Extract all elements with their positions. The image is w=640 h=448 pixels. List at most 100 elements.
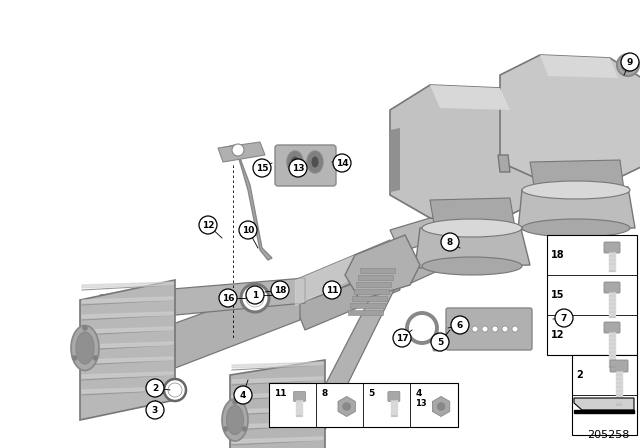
Polygon shape [232,392,323,398]
Text: 15: 15 [551,290,564,300]
Bar [352,296,387,301]
Polygon shape [82,327,173,333]
Text: 16: 16 [221,293,234,302]
Polygon shape [232,362,323,368]
Ellipse shape [242,426,247,431]
Polygon shape [390,85,540,220]
Ellipse shape [422,257,522,275]
Polygon shape [391,401,397,417]
Polygon shape [616,371,622,405]
Bar [350,303,385,308]
Text: 11: 11 [326,285,339,294]
Ellipse shape [83,326,88,331]
Circle shape [451,316,469,334]
Polygon shape [518,187,635,230]
Polygon shape [82,372,173,378]
FancyBboxPatch shape [446,308,532,350]
Circle shape [555,309,573,327]
Text: 2: 2 [576,370,583,380]
Circle shape [246,286,264,304]
Text: 7: 7 [561,314,567,323]
Polygon shape [82,357,173,363]
Ellipse shape [437,402,445,410]
Polygon shape [609,292,615,317]
Ellipse shape [93,356,98,361]
Ellipse shape [617,54,639,76]
Circle shape [146,401,164,419]
Text: 11: 11 [274,389,286,398]
Text: 8: 8 [447,237,453,246]
Ellipse shape [232,144,244,156]
Text: 8: 8 [321,389,327,398]
Polygon shape [232,422,323,428]
Ellipse shape [76,332,94,364]
Polygon shape [345,235,420,300]
Text: 205258: 205258 [588,430,630,440]
Polygon shape [232,437,323,443]
FancyBboxPatch shape [388,392,400,401]
Polygon shape [609,252,615,271]
Circle shape [219,289,237,307]
Polygon shape [230,360,325,448]
Polygon shape [218,142,265,162]
FancyBboxPatch shape [604,282,620,293]
Ellipse shape [232,400,237,405]
Ellipse shape [291,156,299,168]
Circle shape [431,333,449,351]
Text: 18: 18 [274,285,286,294]
Text: 2: 2 [152,383,158,392]
Circle shape [271,281,289,299]
Polygon shape [540,55,618,78]
FancyBboxPatch shape [604,242,620,253]
Circle shape [621,53,639,71]
Text: 15: 15 [256,164,268,172]
Text: 1: 1 [252,290,258,300]
Bar [356,282,391,287]
Polygon shape [222,145,272,260]
Polygon shape [498,155,510,172]
Circle shape [146,379,164,397]
Bar [269,383,458,427]
Polygon shape [609,332,615,367]
Bar [354,289,389,294]
Ellipse shape [472,326,478,332]
Text: 13: 13 [415,399,427,408]
Polygon shape [390,128,400,192]
Ellipse shape [482,326,488,332]
Ellipse shape [422,219,522,237]
Bar [358,275,393,280]
Bar [547,235,637,355]
FancyBboxPatch shape [294,392,305,401]
Polygon shape [82,387,173,393]
Ellipse shape [311,156,319,168]
Ellipse shape [223,426,228,431]
Text: 17: 17 [396,333,408,343]
Ellipse shape [71,326,99,370]
Circle shape [234,386,252,404]
Polygon shape [574,398,634,410]
Polygon shape [295,270,400,330]
Ellipse shape [462,326,468,332]
Ellipse shape [492,326,498,332]
Ellipse shape [72,356,77,361]
Polygon shape [232,377,323,383]
Text: 13: 13 [292,164,304,172]
Circle shape [289,159,307,177]
Polygon shape [530,160,624,192]
Polygon shape [170,278,300,370]
Circle shape [253,159,271,177]
Polygon shape [415,225,530,268]
Polygon shape [430,198,515,230]
Ellipse shape [164,379,186,401]
Polygon shape [82,342,173,348]
Polygon shape [82,282,173,288]
Ellipse shape [621,58,635,72]
Polygon shape [390,200,500,252]
Text: 4: 4 [415,389,422,398]
Circle shape [323,281,341,299]
Polygon shape [80,280,175,420]
Ellipse shape [452,326,458,332]
Ellipse shape [227,405,243,435]
Text: 18: 18 [551,250,564,260]
FancyBboxPatch shape [604,322,620,333]
